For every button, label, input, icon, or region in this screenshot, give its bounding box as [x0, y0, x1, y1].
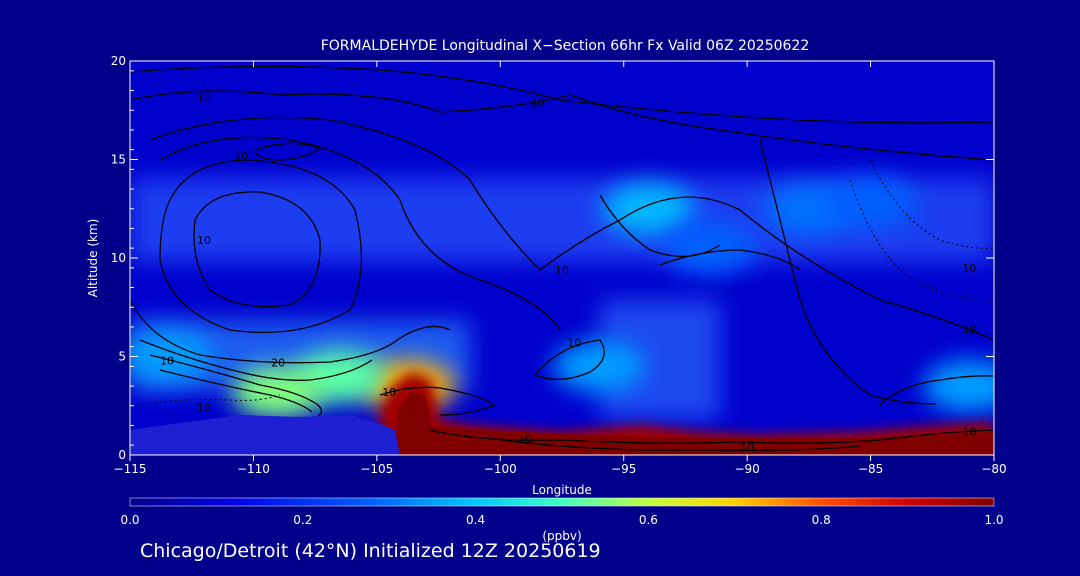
y-axis-label: Altitude (km) — [86, 219, 100, 298]
colorbar-tick-label: 0.6 — [639, 513, 658, 527]
dotted-contour-line — [139, 394, 281, 406]
x-tick-label: −85 — [858, 462, 883, 476]
contour-line — [149, 354, 323, 417]
contour-line — [429, 429, 994, 444]
contour-line — [159, 369, 313, 413]
contour-label-6: 10 — [160, 354, 174, 367]
contour-line — [193, 191, 321, 308]
hotspot-8 — [923, 360, 994, 413]
x-axis-label: Longitude — [532, 483, 592, 497]
contour-line — [254, 142, 322, 161]
contour-line — [130, 299, 451, 364]
dotted-contours — [139, 159, 994, 406]
x-tick-label: −90 — [734, 462, 759, 476]
contour-line — [130, 90, 994, 161]
x-tick-label: −95 — [611, 462, 636, 476]
colorbar-tick-label: 0.4 — [466, 513, 485, 527]
hotspot-3 — [553, 340, 646, 393]
contour-label-9: 10 — [382, 386, 396, 399]
contour-label-4: 10 — [555, 264, 569, 277]
y-tick-label: 20 — [111, 54, 126, 68]
colorbar-tick-label: 0.0 — [120, 513, 139, 527]
contour-line — [534, 339, 605, 380]
contour-line — [159, 159, 363, 334]
contour-label-7: 20 — [271, 356, 285, 369]
contour-line — [879, 375, 994, 406]
x-tick-label: −110 — [237, 462, 270, 476]
x-tick-label: −80 — [981, 462, 1006, 476]
hotspot-9 — [824, 176, 917, 229]
y-tick-label: 0 — [118, 448, 126, 462]
contour-label-11: 10 — [740, 441, 754, 454]
contour-line — [379, 386, 497, 416]
contour-label-12: 10 — [962, 425, 976, 438]
chart-title: FORMALDEHYDE Longitudinal X−Section 66hr… — [321, 38, 810, 54]
contour-line — [139, 339, 373, 381]
contour-label-13: 10 — [962, 262, 976, 275]
contour-label-10: 10 — [518, 433, 532, 446]
hotspots — [130, 176, 994, 418]
hotspot-7 — [130, 330, 214, 383]
contour-line — [159, 136, 561, 331]
dotted-contour-line — [869, 159, 994, 249]
contour-label-3: 10 — [197, 234, 211, 247]
contour-line — [499, 439, 861, 452]
boundary-layer-core — [395, 392, 994, 455]
contour-label-1: 10 — [530, 96, 544, 109]
colorbar-tick-label: 0.2 — [293, 513, 312, 527]
contour-line — [659, 249, 801, 271]
colorbar-tick-label: 0.8 — [812, 513, 831, 527]
colorbar-tick-label: 1.0 — [984, 513, 1003, 527]
hotspot-2 — [664, 222, 757, 275]
contour-line — [759, 139, 937, 405]
dotted-contour-line — [849, 179, 994, 301]
x-axis: −115 −110 −105 −100 −95 −90 −85 −80 — [114, 61, 1007, 476]
contour-labels: 10 10 10 10 10 10 10 20 10 10 10 10 10 10 10 — [160, 90, 976, 454]
y-tick-label: 10 — [111, 251, 126, 265]
contour-lines — [130, 65, 994, 455]
hotspot-0 — [602, 182, 695, 235]
y-axis: 0 5 10 15 20 — [111, 54, 994, 462]
colorbar-label: (ppbv) — [542, 529, 581, 543]
plot-field: 10 10 10 10 10 10 10 20 10 10 10 10 10 10 10 — [130, 61, 994, 455]
init-caption: Chicago/Detroit (42°N) Initialized 12Z 2… — [140, 540, 601, 562]
contour-line — [149, 116, 994, 341]
x-tick-label: −105 — [360, 462, 393, 476]
x-tick-label: −100 — [484, 462, 517, 476]
contour-label-5: 10 — [567, 337, 581, 350]
y-tick-label: 5 — [118, 350, 126, 364]
contour-label-14: 10 — [962, 323, 976, 336]
x-tick-label: −115 — [114, 462, 147, 476]
colorbar — [129, 497, 995, 507]
terrain — [130, 415, 400, 455]
contour-line — [130, 65, 994, 124]
y-tick-label: 15 — [111, 153, 126, 167]
contour-label-2: 10 — [234, 150, 248, 163]
contour-label-0: 10 — [197, 90, 211, 103]
colorbar-ticks: 0.0 0.2 0.4 0.6 0.8 1.0 — [120, 513, 1003, 527]
contour-label-8: 10 — [197, 402, 211, 415]
